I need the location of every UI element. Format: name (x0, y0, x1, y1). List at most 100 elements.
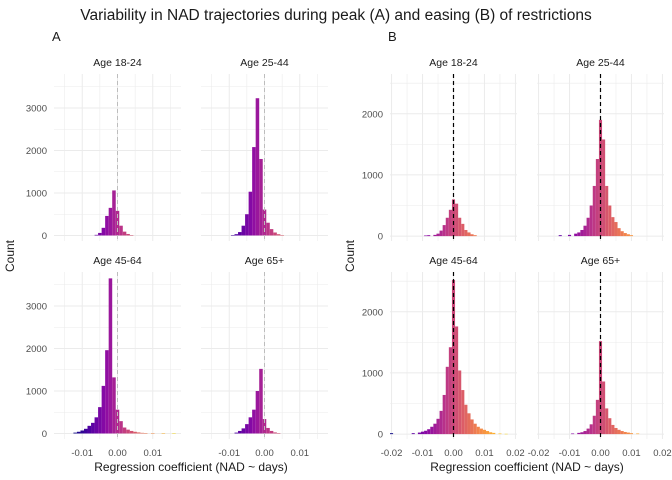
histogram-bar (136, 432, 141, 434)
y-tick-label: 1000 (26, 188, 47, 199)
x-tick-label: 0.00 (108, 448, 127, 459)
histogram-bar (636, 433, 640, 435)
histogram-bar (433, 234, 437, 237)
x-tick-label: 0.02 (506, 448, 525, 459)
facet-b-2: Age 25-44 (537, 57, 664, 241)
histogram-bar (608, 418, 612, 435)
facet-a-3: Age 45-64 0 1000 2000 3000 -0.01 0.00 0.01 (26, 255, 181, 459)
x-tick-label: -0.02 (528, 448, 550, 459)
histogram-bar (76, 431, 81, 434)
histogram-bar (445, 366, 449, 435)
histogram-bar (112, 377, 116, 434)
histogram-bar (98, 232, 102, 236)
histogram-bar (580, 229, 584, 237)
histogram-bar (276, 234, 281, 236)
histogram-bar (259, 158, 263, 236)
facet-title: Age 25-44 (240, 57, 289, 69)
y-tick-label: 0 (378, 232, 383, 243)
histogram-bar (489, 432, 493, 435)
facet-title: Age 18-24 (93, 57, 142, 69)
histogram-bar (608, 205, 612, 237)
histogram-bar (234, 432, 239, 434)
y-tick-label: 3000 (26, 103, 47, 114)
histogram-bar (94, 234, 99, 236)
histogram-bar (498, 433, 502, 435)
x-tick-label: 0.00 (444, 448, 463, 459)
histogram-bar (276, 433, 281, 434)
histogram-bar (623, 431, 627, 435)
facet-b-3: Age 45-64 0 1000 2000 -0.02 -0.01 0.00 0.01 0.02 (362, 255, 525, 459)
y-axis-label-b: Count (343, 239, 357, 272)
histogram-bar (105, 215, 109, 236)
histogram-bar (269, 430, 274, 434)
histogram-bar (390, 433, 394, 435)
histogram-bar (470, 234, 474, 237)
histogram-bar (101, 385, 106, 434)
histogram-bar (598, 119, 603, 237)
facet-title: Age 65+ (581, 255, 620, 267)
histogram-bar (80, 430, 84, 434)
histogram-bar (433, 423, 437, 435)
histogram-bar (567, 234, 572, 237)
y-axis-label-a: Count (3, 239, 17, 272)
y-tick-label: 2000 (362, 307, 383, 318)
histogram-bar (436, 418, 440, 435)
histogram-bar (448, 347, 452, 435)
histogram-bar (273, 232, 277, 236)
x-tick-label: -0.01 (559, 448, 581, 459)
histogram-bar (266, 427, 270, 434)
histogram-bar (105, 350, 109, 434)
x-tick-label: 0.01 (291, 448, 310, 459)
y-tick-label: 2000 (26, 344, 47, 355)
histogram-bar (424, 235, 428, 237)
x-tick-label: 0.02 (653, 448, 672, 459)
histogram-bar (467, 232, 471, 237)
histogram-bar (126, 429, 130, 434)
y-tick-label: 0 (42, 429, 47, 440)
histogram-bar (586, 217, 590, 237)
histogram-bar (473, 235, 477, 237)
histogram-bar (461, 390, 465, 435)
figure-title: Variability in NAD trajectories during p… (80, 7, 592, 24)
histogram-bar (592, 185, 596, 237)
histogram-bar (241, 428, 246, 434)
facet-title: Age 18-24 (429, 57, 478, 69)
histogram-bar (580, 432, 584, 435)
facet-title: Age 45-64 (429, 255, 478, 267)
histogram-bar (620, 231, 624, 237)
facet-b-4: Age 65+ -0.02 -0.01 0.00 0.01 0.02 (528, 255, 672, 459)
histogram-bar (464, 229, 468, 237)
facet-b-1: Age 18-24 0 1000 2000 (362, 57, 517, 243)
x-axis-label-b: Regression coefficient (NAD ~ days) (430, 460, 624, 474)
histogram-bar (172, 433, 176, 434)
histogram-bar (238, 430, 242, 434)
histogram-bar (592, 415, 596, 435)
histogram-bar (470, 419, 474, 435)
histogram-bar (448, 209, 452, 237)
y-tick-label: 2000 (362, 109, 383, 120)
histogram-bar (91, 422, 95, 434)
histogram-bar (129, 430, 134, 434)
histogram-bar (504, 433, 508, 435)
histogram-bar (252, 147, 256, 236)
histogram-bar (492, 432, 496, 435)
histogram-bar (245, 424, 249, 434)
histogram-bar (611, 424, 615, 435)
histogram-bar (458, 370, 462, 435)
histogram-bar (101, 227, 106, 236)
histogram-bar (602, 139, 606, 237)
x-tick-label: 0.01 (622, 448, 641, 459)
histogram-bar (252, 409, 256, 434)
histogram-bar (94, 417, 99, 434)
histogram-bar (473, 423, 477, 435)
panel-b: B Age 18-24 0 1000 2000 Age 25-44 Age 45-64 0 10… (343, 29, 672, 474)
histogram-bar (455, 326, 459, 435)
histogram-bar (245, 214, 249, 236)
histogram-bar (464, 404, 468, 435)
histogram-bar (442, 394, 446, 435)
histogram-bar (611, 217, 615, 237)
histogram-bar (620, 431, 624, 435)
histogram-bar (558, 235, 562, 237)
histogram-bar (255, 390, 260, 434)
